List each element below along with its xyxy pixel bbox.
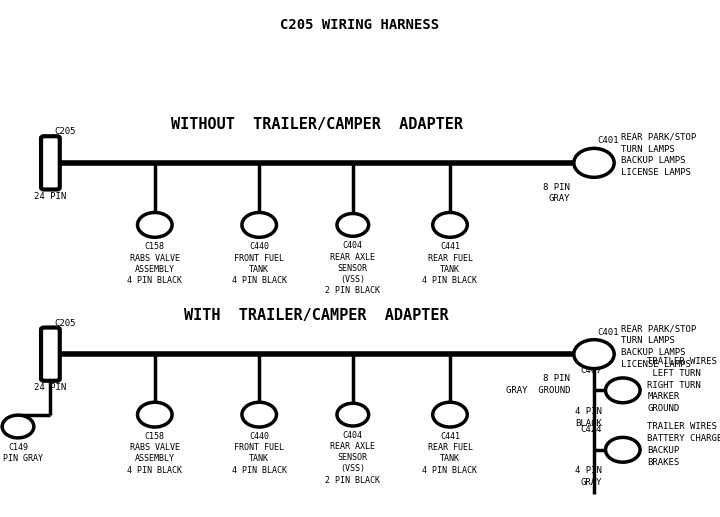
Text: C440
FRONT FUEL
TANK
4 PIN BLACK: C440 FRONT FUEL TANK 4 PIN BLACK [232, 432, 287, 475]
Text: C205: C205 [54, 127, 76, 136]
Ellipse shape [2, 415, 34, 438]
Ellipse shape [242, 402, 276, 427]
Text: 4 PIN
BLACK: 4 PIN BLACK [575, 407, 602, 428]
Text: C401: C401 [597, 328, 618, 337]
Ellipse shape [574, 148, 614, 177]
Text: C404
REAR AXLE
SENSOR
(VSS)
2 PIN BLACK: C404 REAR AXLE SENSOR (VSS) 2 PIN BLACK [325, 241, 380, 295]
Ellipse shape [337, 403, 369, 426]
Text: C424: C424 [580, 425, 602, 434]
Ellipse shape [138, 402, 172, 427]
Text: 24 PIN: 24 PIN [35, 191, 66, 201]
Text: C441
REAR FUEL
TANK
4 PIN BLACK: C441 REAR FUEL TANK 4 PIN BLACK [423, 242, 477, 285]
Ellipse shape [433, 402, 467, 427]
Text: WITH  TRAILER/CAMPER  ADAPTER: WITH TRAILER/CAMPER ADAPTER [184, 308, 449, 323]
Ellipse shape [606, 378, 640, 403]
Ellipse shape [242, 212, 276, 237]
Text: 8 PIN
GRAY: 8 PIN GRAY [544, 183, 570, 203]
Text: REAR PARK/STOP
TURN LAMPS
BACKUP LAMPS
LICENSE LAMPS: REAR PARK/STOP TURN LAMPS BACKUP LAMPS L… [621, 133, 697, 177]
Text: C404
REAR AXLE
SENSOR
(VSS)
2 PIN BLACK: C404 REAR AXLE SENSOR (VSS) 2 PIN BLACK [325, 431, 380, 484]
Text: TRAILER WIRES
BATTERY CHARGE
BACKUP
BRAKES: TRAILER WIRES BATTERY CHARGE BACKUP BRAK… [647, 422, 720, 467]
Text: TRAILER WIRES
 LEFT TURN
RIGHT TURN
MARKER
GROUND: TRAILER WIRES LEFT TURN RIGHT TURN MARKE… [647, 357, 717, 413]
Text: C401: C401 [597, 136, 618, 145]
Text: C205 WIRING HARNESS: C205 WIRING HARNESS [280, 18, 440, 32]
Ellipse shape [433, 212, 467, 237]
Text: 24 PIN: 24 PIN [35, 383, 66, 392]
Ellipse shape [138, 212, 172, 237]
Text: WITHOUT  TRAILER/CAMPER  ADAPTER: WITHOUT TRAILER/CAMPER ADAPTER [171, 117, 463, 132]
Text: C158
RABS VALVE
ASSEMBLY
4 PIN BLACK: C158 RABS VALVE ASSEMBLY 4 PIN BLACK [127, 242, 182, 285]
Text: REAR PARK/STOP
TURN LAMPS
BACKUP LAMPS
LICENSE LAMPS: REAR PARK/STOP TURN LAMPS BACKUP LAMPS L… [621, 324, 697, 369]
FancyBboxPatch shape [41, 328, 60, 381]
Text: C407: C407 [580, 366, 602, 375]
Text: C441
REAR FUEL
TANK
4 PIN BLACK: C441 REAR FUEL TANK 4 PIN BLACK [423, 432, 477, 475]
FancyBboxPatch shape [41, 136, 60, 189]
Text: 8 PIN
GRAY  GROUND: 8 PIN GRAY GROUND [505, 374, 570, 394]
Text: C158
RABS VALVE
ASSEMBLY
4 PIN BLACK: C158 RABS VALVE ASSEMBLY 4 PIN BLACK [127, 432, 182, 475]
Text: C205: C205 [54, 318, 76, 328]
Text: 4 PIN
GRAY: 4 PIN GRAY [575, 466, 602, 487]
Ellipse shape [574, 340, 614, 369]
Ellipse shape [606, 437, 640, 462]
Text: C440
FRONT FUEL
TANK
4 PIN BLACK: C440 FRONT FUEL TANK 4 PIN BLACK [232, 242, 287, 285]
Text: C149
4 PIN GRAY: C149 4 PIN GRAY [0, 443, 43, 463]
Ellipse shape [337, 214, 369, 236]
